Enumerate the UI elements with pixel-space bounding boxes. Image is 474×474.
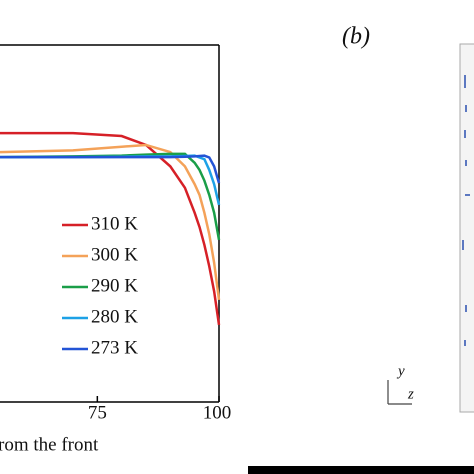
panel-border bbox=[248, 466, 474, 474]
axis-indicator bbox=[387, 380, 412, 405]
axis-indicator-label: y bbox=[396, 363, 405, 379]
legend-label: 300 K bbox=[91, 244, 138, 265]
legend-label: 280 K bbox=[91, 306, 138, 327]
legend-label: 310 K bbox=[91, 213, 138, 234]
data-line bbox=[0, 154, 221, 184]
simulation-domain bbox=[459, 43, 474, 413]
flow-arrows bbox=[462, 75, 470, 346]
x-axis-label: rom the front bbox=[0, 434, 99, 455]
panel-label: (b) bbox=[342, 24, 370, 50]
data-line bbox=[0, 154, 221, 206]
legend-label: 290 K bbox=[91, 275, 138, 296]
axis-indicator-label: z bbox=[407, 386, 414, 402]
x-tick-label: 100 bbox=[203, 402, 232, 423]
x-tick-label: 75 bbox=[88, 402, 107, 423]
legend-label: 273 K bbox=[91, 337, 138, 358]
data-line bbox=[0, 131, 221, 326]
data-line bbox=[0, 143, 221, 301]
